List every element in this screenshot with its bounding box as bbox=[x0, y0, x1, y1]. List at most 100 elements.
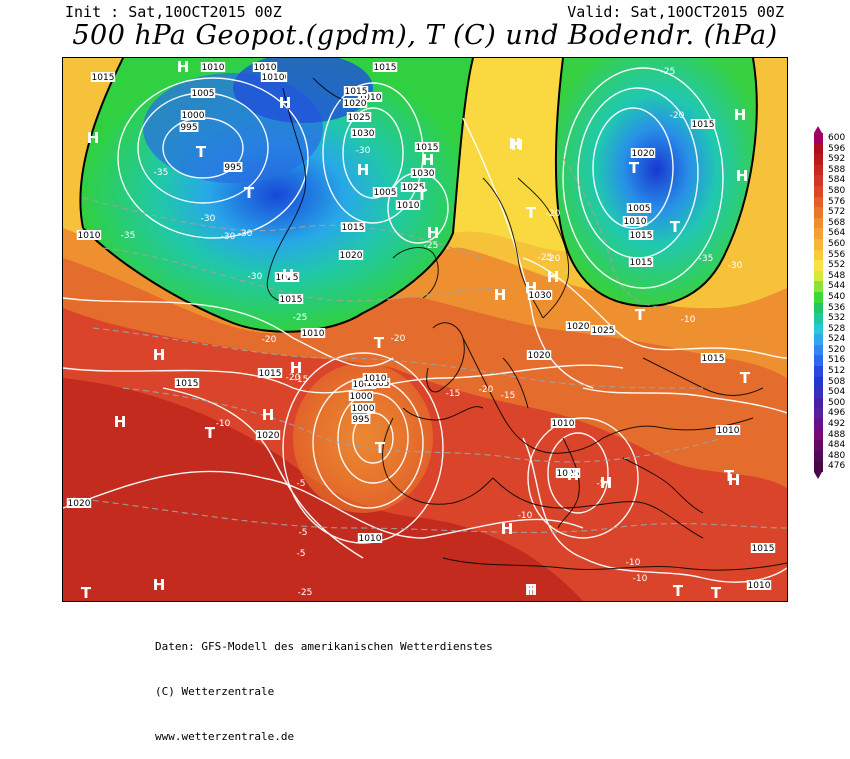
low-pressure-symbol: T bbox=[673, 582, 684, 600]
svg-text:-25: -25 bbox=[538, 253, 553, 263]
legend-entry: 496 bbox=[812, 408, 850, 420]
low-pressure-symbol: T bbox=[740, 369, 751, 387]
isobar-label: 1010 bbox=[300, 328, 326, 339]
low-pressure-symbol: T bbox=[375, 439, 386, 457]
isobar-label: 1015 bbox=[414, 142, 440, 153]
svg-text:-5: -5 bbox=[297, 479, 306, 489]
isobar-label: 1015 bbox=[340, 222, 366, 233]
svg-text:-10: -10 bbox=[216, 419, 231, 429]
legend-entry: 548 bbox=[812, 270, 850, 282]
svg-text:1020: 1020 bbox=[344, 99, 367, 109]
temp-label: -30 bbox=[248, 272, 263, 282]
isobar-label: 1020 bbox=[342, 98, 368, 109]
svg-text:1015: 1015 bbox=[259, 369, 282, 379]
legend-swatch bbox=[814, 196, 823, 208]
svg-text:-10: -10 bbox=[681, 315, 696, 325]
temp-label: -5 bbox=[297, 549, 306, 559]
legend-swatch bbox=[814, 323, 823, 335]
svg-text:1030: 1030 bbox=[412, 169, 435, 179]
legend-swatch bbox=[814, 270, 823, 282]
isobar-labels: 1010101510051000995102010101010101510101… bbox=[66, 62, 776, 591]
legend-swatch bbox=[814, 154, 823, 165]
svg-text:1015: 1015 bbox=[280, 295, 303, 305]
legend-entry: 540 bbox=[812, 291, 850, 303]
legend-label: 532 bbox=[828, 313, 846, 324]
isobar-label: 1020 bbox=[526, 350, 552, 361]
high-pressure-symbol: H bbox=[494, 286, 507, 304]
footer-url[interactable]: www.wetterzentrale.de bbox=[155, 730, 295, 743]
legend-entry: 580 bbox=[812, 185, 850, 197]
legend-entry: 512 bbox=[812, 366, 850, 377]
low-pressure-symbol: T bbox=[417, 186, 428, 204]
svg-text:1010: 1010 bbox=[397, 201, 420, 211]
legend-swatch bbox=[814, 291, 823, 303]
legend-swatch bbox=[814, 355, 823, 367]
temp-label: -25 bbox=[661, 67, 676, 77]
legend-label: 580 bbox=[828, 185, 846, 196]
svg-text:1015: 1015 bbox=[92, 73, 115, 83]
high-pressure-symbol: H bbox=[153, 576, 166, 594]
legend-label: 536 bbox=[828, 302, 846, 313]
isobar-label: 995 bbox=[351, 414, 371, 425]
isobar-label: 1030 bbox=[350, 128, 376, 139]
temp-label: -20 bbox=[546, 254, 561, 264]
legend-label: 548 bbox=[828, 270, 846, 281]
temp-labels: -35-30-30 -30-30-35-30-25-25-20 -20-20-15-… bbox=[121, 67, 743, 598]
legend-label: 600 bbox=[828, 133, 846, 143]
isobar-label: 1030 bbox=[527, 290, 553, 301]
legend-swatch bbox=[814, 387, 823, 398]
svg-text:995: 995 bbox=[180, 123, 197, 133]
legend-swatch bbox=[814, 419, 823, 430]
high-pressure-symbol: H bbox=[153, 346, 166, 364]
isobar-label: 1015 bbox=[628, 230, 654, 241]
map-title: 500 hPa Geopot.(gpdm), T (C) und Bodendr… bbox=[72, 20, 778, 51]
svg-text:-30: -30 bbox=[728, 261, 743, 271]
low-pressure-symbol: T bbox=[635, 306, 646, 324]
svg-text:1000: 1000 bbox=[352, 404, 375, 414]
temp-label: -10 bbox=[518, 511, 533, 521]
isobar-label: 1020 bbox=[255, 430, 281, 441]
high-pressure-symbol: H bbox=[509, 135, 522, 153]
isobar-label: 1020 bbox=[66, 498, 92, 509]
legend-entry: 592 bbox=[812, 154, 850, 165]
legend-label: 544 bbox=[828, 281, 846, 292]
isobar-label: 1015 bbox=[700, 353, 726, 364]
legend-entry: 596 bbox=[812, 143, 850, 155]
temp-label: -20 bbox=[670, 111, 685, 121]
color-legend: 600 596 592 588 584 580 576 572 568 564 560 556 552 5… bbox=[812, 126, 850, 480]
isobar-label: 1000 bbox=[180, 110, 206, 121]
legend-entry: 536 bbox=[812, 302, 850, 314]
svg-text:-10: -10 bbox=[633, 574, 648, 584]
svg-text:1010: 1010 bbox=[254, 63, 277, 73]
footer-source: Daten: GFS-Modell des amerikanischen Wet… bbox=[155, 640, 493, 653]
svg-text:1010: 1010 bbox=[748, 581, 771, 591]
svg-text:1005: 1005 bbox=[353, 380, 376, 390]
legend-bottom-arrow bbox=[814, 472, 822, 480]
low-pressure-symbol: T bbox=[629, 159, 640, 177]
legend-swatch bbox=[814, 397, 823, 409]
high-pressure-symbol: H bbox=[290, 359, 303, 377]
high-pressure-symbol: H bbox=[87, 129, 100, 147]
legend-swatch bbox=[814, 238, 823, 250]
svg-text:-30: -30 bbox=[248, 272, 263, 282]
isobar-label: 1015 bbox=[278, 294, 304, 305]
temp-label: -25 bbox=[538, 253, 553, 263]
legend-swatch bbox=[814, 217, 823, 229]
legend-entry: 572 bbox=[812, 207, 850, 218]
legend-entry: 520 bbox=[812, 344, 850, 356]
legend-entry: 516 bbox=[812, 355, 850, 367]
legend-swatch bbox=[814, 450, 823, 462]
temp-label: -25 bbox=[298, 588, 313, 598]
legend-entry: 504 bbox=[812, 387, 850, 398]
svg-text:1000: 1000 bbox=[182, 111, 205, 121]
svg-text:-20: -20 bbox=[262, 335, 277, 345]
high-pressure-symbol: H bbox=[262, 406, 275, 424]
temp-label: -20 bbox=[479, 385, 494, 395]
legend-entry: 532 bbox=[812, 313, 850, 324]
svg-text:-30: -30 bbox=[221, 232, 236, 242]
legend-swatch bbox=[814, 185, 823, 197]
svg-text:-20: -20 bbox=[391, 334, 406, 344]
svg-text:-20: -20 bbox=[670, 111, 685, 121]
isobar-label: 1015 bbox=[174, 378, 200, 389]
svg-text:1015: 1015 bbox=[630, 258, 653, 268]
